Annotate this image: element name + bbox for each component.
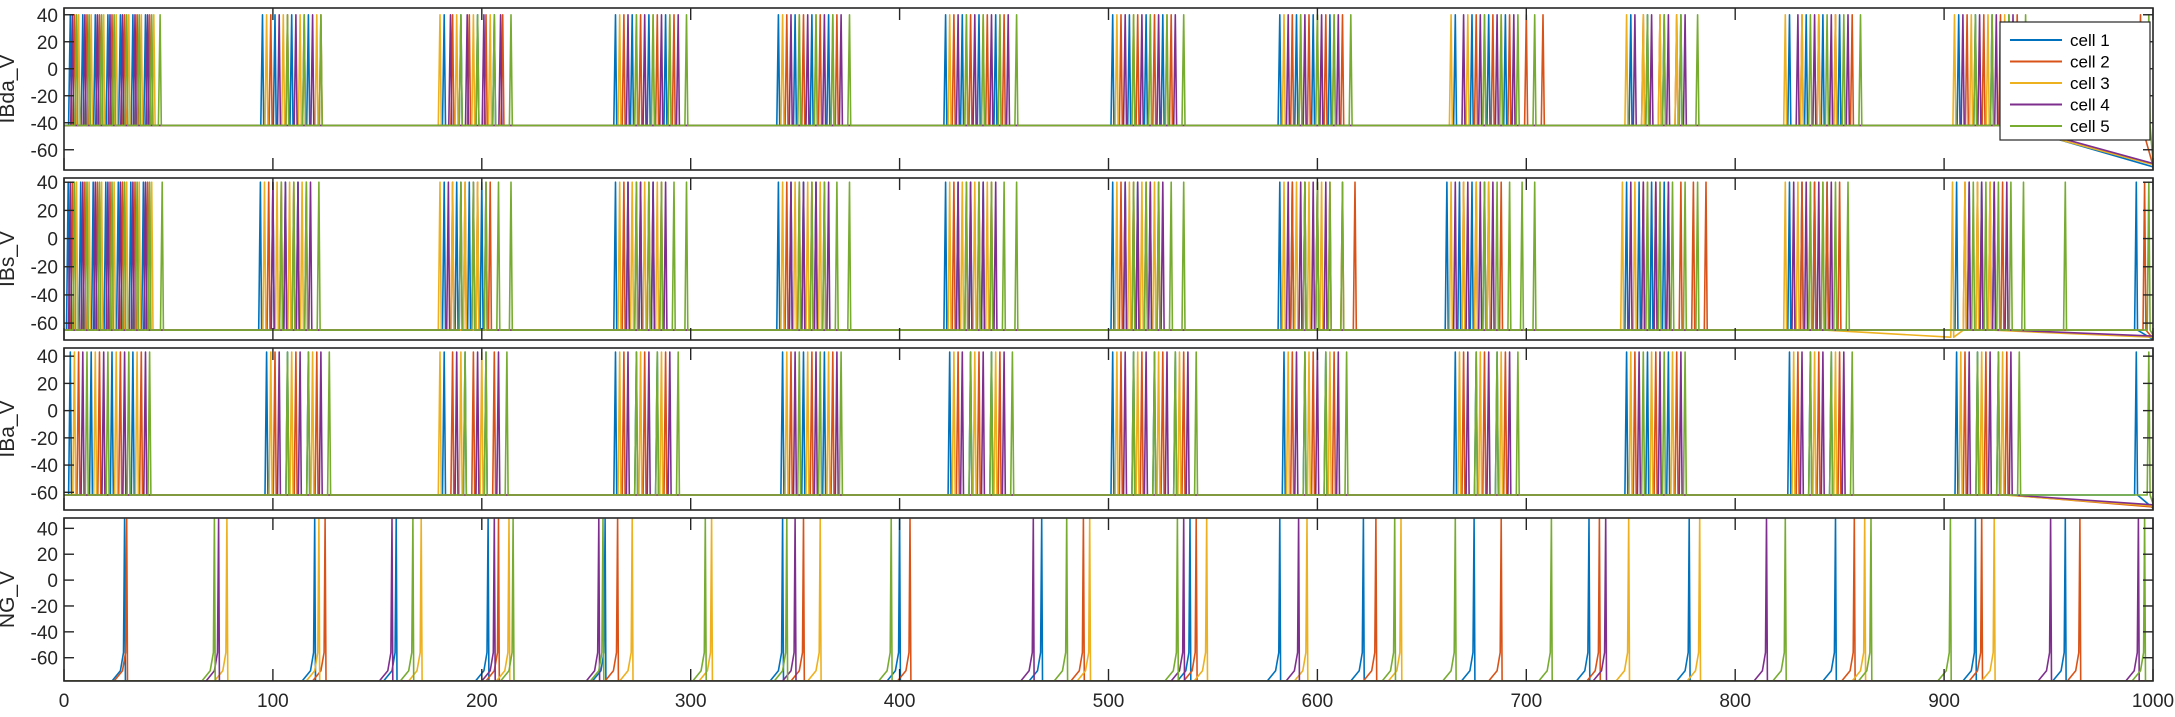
trace-cell-4 — [64, 518, 2153, 681]
trace-cell-2 — [64, 518, 2153, 681]
traces-0 — [64, 14, 2153, 168]
x-tick-label: 100 — [257, 691, 289, 712]
traces-1 — [64, 181, 2153, 340]
x-tick-label: 500 — [1093, 691, 1125, 712]
panel-0: -60 -40 -20 0 20 40 IBda_V — [0, 6, 2154, 171]
legend-label-cell-1: cell 1 — [2070, 31, 2110, 50]
x-tick-label: 700 — [1510, 691, 1542, 712]
x-tick-label: 300 — [675, 691, 707, 712]
trace-cell-4 — [64, 14, 2153, 165]
x-tick-label: 0 — [59, 691, 70, 712]
traces-3 — [64, 518, 2153, 681]
y-tick-label: 20 — [37, 201, 58, 222]
trace-cell-4 — [64, 181, 2153, 337]
y-axis-label: IBda_V — [0, 55, 19, 124]
trace-cell-5 — [64, 351, 2153, 504]
panels: -60-40-2002040IBda_V-60-40-2002040IBs_V-… — [0, 6, 2154, 682]
trace-cell-3 — [64, 518, 2153, 681]
y-tick-label: -60 — [31, 314, 58, 335]
y-tick-label: -40 — [31, 456, 58, 477]
trace-cell-5 — [64, 181, 2153, 336]
x-tick-label: 200 — [466, 691, 498, 712]
trace-cell-1 — [64, 518, 2153, 681]
y-tick-label: 40 — [37, 347, 58, 368]
panel-3: -60 -40 -20 0 20 40 NG_V — [0, 517, 2154, 682]
y-tick-label: 40 — [37, 519, 58, 540]
x-axis: 0 100 200 300 400 500 600 700 800 900 1000 time (ms… — [59, 691, 2174, 717]
panel-2: -60 -40 -20 0 20 40 IBa_V — [0, 347, 2154, 511]
y-tick-label: -60 — [31, 483, 58, 504]
legend-label-cell-4: cell 4 — [2070, 96, 2110, 115]
y-tick-label: -60 — [31, 141, 58, 162]
y-tick-label: -20 — [31, 258, 58, 279]
y-tick-label: 0 — [47, 402, 58, 423]
y-tick-label: -20 — [31, 429, 58, 450]
panel-1: -60 -40 -20 0 20 40 IBs_V — [0, 173, 2154, 341]
legend-box — [1999, 21, 2151, 141]
axes-box-3 — [63, 517, 2154, 682]
y-tick-label: 20 — [37, 374, 58, 395]
x-tick-label: 400 — [884, 691, 916, 712]
trace-cell-2 — [64, 181, 2153, 339]
y-tick-label: -40 — [31, 114, 58, 135]
y-tick-label: -40 — [31, 286, 58, 307]
y-tick-label: 0 — [47, 60, 58, 81]
y-axis-label: IBa_V — [0, 400, 19, 457]
y-axis-label: IBs_V — [0, 231, 19, 287]
y-tick-label: -20 — [31, 597, 58, 618]
legend-label-cell-3: cell 3 — [2070, 74, 2110, 93]
trace-cell-5 — [64, 518, 2153, 681]
legend-label-cell-5: cell 5 — [2070, 117, 2110, 136]
y-tick-label: -60 — [31, 649, 58, 670]
trace-cell-1 — [64, 14, 2153, 168]
trace-cell-2 — [64, 351, 2153, 508]
y-tick-label: 40 — [37, 173, 58, 194]
y-tick-label: 40 — [37, 6, 58, 27]
x-tick-label: 900 — [1928, 691, 1960, 712]
x-tick-label: 1000 — [2132, 691, 2174, 712]
trace-cell-5 — [64, 14, 2153, 163]
y-axis-label: NG_V — [0, 571, 19, 628]
x-axis-label: time (ms) — [1065, 715, 1153, 717]
legend-label-cell-2: cell 2 — [2070, 53, 2110, 72]
traces-2 — [64, 351, 2153, 509]
y-tick-label: 0 — [47, 571, 58, 592]
y-tick-label: -20 — [31, 87, 58, 108]
y-tick-label: -40 — [31, 623, 58, 644]
x-tick-label: 800 — [1719, 691, 1751, 712]
x-tick-label: 600 — [1302, 691, 1334, 712]
y-tick-label: 20 — [37, 33, 58, 54]
legend: cell 1 cell 2 cell 3 cell 4 cell 5 — [1999, 21, 2151, 141]
y-tick-label: 20 — [37, 545, 58, 566]
y-tick-label: 0 — [47, 230, 58, 251]
